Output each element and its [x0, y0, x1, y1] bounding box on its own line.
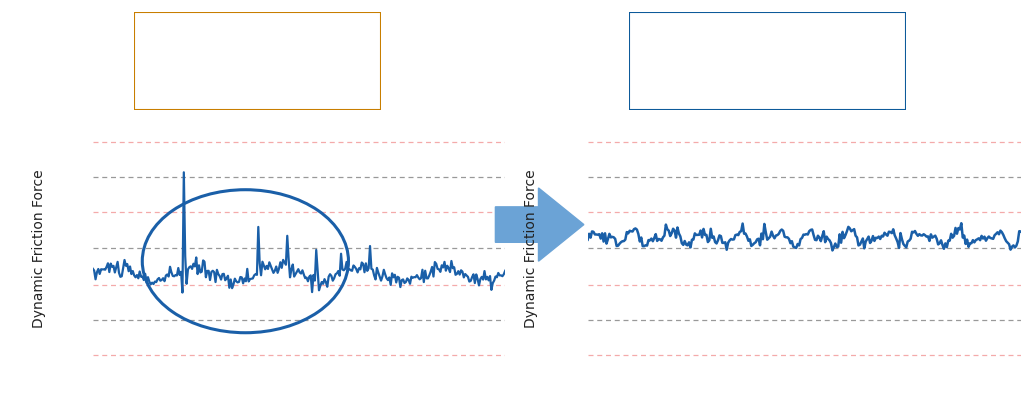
Text: Dynamic Friction Force: Dynamic Friction Force: [525, 169, 538, 327]
Text: Dynamic Friction Force: Dynamic Friction Force: [32, 169, 46, 327]
Text: Conventional: Conventional: [179, 49, 336, 73]
FancyArrow shape: [496, 188, 584, 261]
Text: Ultra-Smooth: Ultra-Smooth: [689, 49, 846, 73]
